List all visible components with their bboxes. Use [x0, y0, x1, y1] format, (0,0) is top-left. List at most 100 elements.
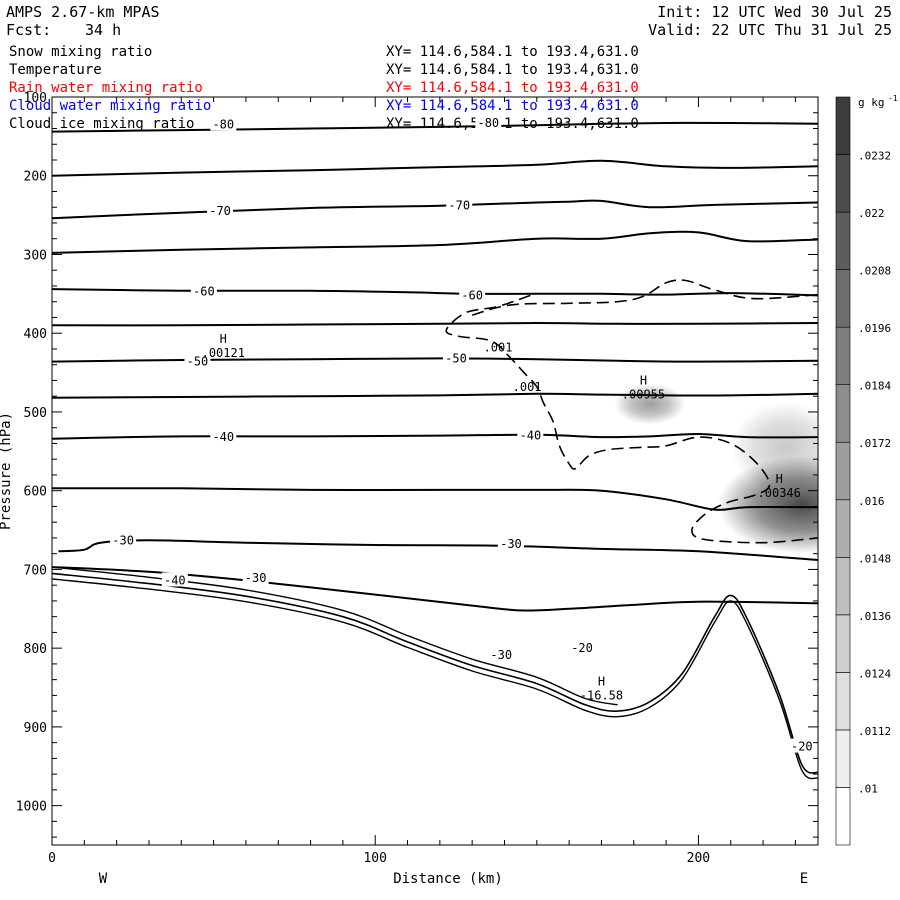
colorbar-segment: [835, 729, 851, 788]
extremum-value: -16.58: [580, 688, 623, 702]
x-tick-label: 200: [687, 851, 710, 866]
colorbar-segment: [835, 614, 851, 673]
extremum-value: .00121: [202, 346, 245, 360]
field-xy: XY= 114.6,584.1 to 193.4,631.0: [386, 98, 639, 114]
colorbar-tick-label: .0124: [858, 667, 891, 680]
extremum-value: .00346: [758, 486, 801, 500]
valid-time: Valid: 22 UTC Thu 31 Jul 25: [648, 21, 892, 39]
label-background: [788, 738, 815, 753]
label-background: [488, 647, 515, 662]
mixing-ratio-label: .001: [513, 380, 542, 394]
isotherm-line: [52, 159, 818, 177]
isotherm-line: [52, 566, 818, 612]
isotherm-label: -40: [520, 429, 542, 443]
y-axis-label: Pressure (hPa): [0, 412, 14, 530]
label-background: [210, 429, 237, 444]
isotherm-line: [52, 288, 818, 297]
model-title: AMPS 2.67-km MPAS: [6, 3, 160, 21]
label-background: [443, 350, 470, 365]
contour-labels: -80 -80 -70 -70 -60 -60 -50 -50 -40 -40 -30 -30 -40 -…: [110, 114, 815, 754]
colorbar-segment: [835, 326, 851, 385]
isotherm-line: [52, 487, 818, 511]
extremum-mark: H: [220, 332, 227, 346]
isotherm-label: -50: [445, 351, 467, 365]
mixing-ratio-dashed-contour: [445, 279, 818, 544]
isotherm-label: -20: [791, 740, 813, 754]
x-tick-label: 100: [363, 851, 386, 866]
isotherm-label: -70: [448, 199, 470, 213]
isotherm-label: -60: [461, 288, 483, 302]
y-tick-label: 200: [24, 170, 47, 185]
isotherm-label: -30: [490, 648, 512, 662]
plot-frame: [51, 96, 819, 846]
y-tick-label: 800: [24, 642, 47, 657]
isotherm-label: -30: [112, 533, 134, 547]
field-xy: XY= 114.6,584.1 to 193.4,631.0: [386, 44, 639, 60]
isotherm-line: [52, 321, 818, 327]
extremum-mark: H: [640, 374, 647, 388]
colorbar-segment: [835, 441, 851, 501]
isotherm-line: [58, 539, 818, 561]
shaded-region: [717, 456, 818, 554]
terrain-line: [52, 578, 818, 780]
colorbar-unit: g kg: [858, 96, 885, 109]
label-background: [569, 640, 596, 655]
extremum-value: .00955: [622, 388, 665, 402]
isotherm-line: [52, 199, 818, 220]
colorbar-segment: [835, 557, 851, 616]
x-tick-label: 0: [48, 851, 56, 866]
y-tick-label: 100: [24, 91, 47, 106]
colorbar-tick-label: .0148: [858, 552, 891, 565]
colorbar-segment: [835, 672, 851, 731]
terrain-outline: [52, 566, 818, 780]
init-time: Init: 12 UTC Wed 30 Jul 25: [657, 3, 892, 21]
extremum-mark: H: [776, 472, 783, 486]
colorbar-tick-label: .0184: [858, 380, 891, 393]
colorbar-tick-label: .016: [858, 495, 885, 508]
temperature-contours: [52, 121, 818, 612]
colorbar-segment: [835, 269, 851, 328]
isotherm-label: -20: [571, 641, 593, 655]
isotherm-line: [52, 392, 818, 399]
label-background: [210, 116, 237, 131]
colorbar-segment: [835, 787, 851, 846]
colorbar-tick-label: .01: [858, 782, 878, 795]
label-background: [459, 287, 486, 302]
label-background: [184, 353, 211, 368]
field-name: Temperature: [9, 62, 102, 78]
label-background: [207, 203, 234, 218]
colorbar-segment: [835, 499, 851, 558]
isotherm-label: -80: [212, 118, 234, 132]
colorbar: .01 .0112 .0124 .0136 .0148 .016 .0172 .0184 .01…: [835, 94, 898, 846]
colorbar-tick-label: .0208: [858, 265, 891, 278]
field-xy: XY= 114.6,584.1 to 193.4,631.0: [386, 62, 639, 78]
y-tick-label: 1000: [16, 800, 47, 815]
isotherm-label: -50: [187, 355, 209, 369]
extremum-mark: H: [598, 674, 605, 688]
colorbar-tick-label: .022: [858, 207, 885, 220]
west-label: W: [99, 871, 108, 887]
isotherm-line: [52, 357, 818, 363]
label-background: [242, 570, 269, 585]
isotherm-line: [52, 121, 818, 133]
isotherm-label: -60: [193, 284, 215, 298]
mixing-ratio-label: .001: [484, 340, 513, 354]
field-name: Cloud water mixing ratio: [9, 98, 212, 114]
label-background: [497, 536, 524, 551]
y-tick-label: 300: [24, 248, 47, 263]
colorbar-unit-exponent: -1: [888, 94, 898, 103]
isotherm-label: -30: [245, 571, 267, 585]
axes: 0 100 200 100 200 300 400 500 600 700 800 900 1000: [16, 91, 818, 866]
colorbar-segment: [835, 211, 851, 270]
label-background: [475, 114, 502, 129]
colorbar-segment: [835, 384, 851, 443]
isotherm-label: -30: [500, 537, 522, 551]
mixing-ratio-shading: [614, 383, 818, 554]
colorbar-tick-label: .0112: [858, 725, 891, 738]
colorbar-tick-label: .0196: [858, 322, 891, 335]
colorbar-tick-label: .0136: [858, 610, 891, 623]
field-xy: XY= 114.6,584.1 to 193.4,631.0: [386, 80, 639, 96]
colorbar-tick-label: .0232: [858, 150, 891, 163]
east-label: E: [800, 871, 808, 887]
